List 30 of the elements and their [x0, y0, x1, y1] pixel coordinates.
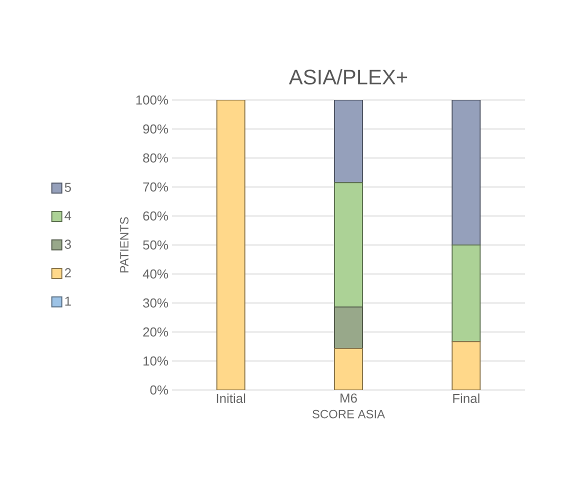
- legend-label: 5: [64, 182, 71, 192]
- bar: [334, 306, 364, 350]
- bar: [452, 244, 481, 342]
- legend-label: 4: [64, 211, 72, 220]
- bar: [334, 182, 364, 308]
- legend-label: 1: [65, 296, 71, 306]
- bar: [334, 348, 364, 390]
- y-tick-label: 30%: [143, 298, 168, 308]
- y-tick-label: 40%: [142, 269, 168, 279]
- y-axis-title: PATIENTS: [120, 217, 129, 272]
- y-tick-label: 20%: [143, 327, 168, 337]
- y-tick-label: 100%: [136, 95, 168, 105]
- chart-title: ASIA/PLEX+: [288, 69, 408, 84]
- legend-label: 3: [64, 240, 71, 249]
- x-axis-title: SCORE ASIA: [312, 410, 386, 418]
- y-tick-label: 50%: [143, 240, 168, 250]
- y-tick-label: 80%: [143, 153, 168, 163]
- bar: [216, 100, 246, 390]
- x-tick-label: Initial: [216, 394, 246, 404]
- x-tick-label: M6: [340, 394, 357, 403]
- x-tick-label: Final: [453, 394, 480, 404]
- bar: [452, 100, 481, 246]
- y-tick-label: 90%: [143, 124, 168, 134]
- y-tick-label: 60%: [143, 211, 168, 221]
- bar: [452, 341, 481, 390]
- legend-label: 2: [64, 268, 71, 278]
- bar: [334, 100, 364, 184]
- y-tick-label: 0%: [150, 385, 168, 395]
- y-tick-label: 70%: [143, 182, 168, 192]
- y-tick-label: 10%: [144, 356, 168, 366]
